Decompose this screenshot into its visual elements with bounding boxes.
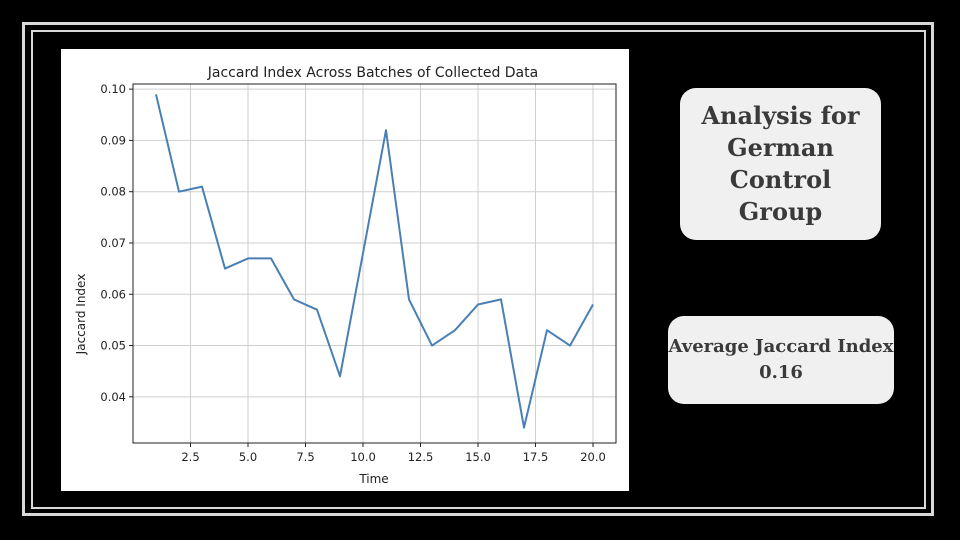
x-axis-label: Time — [358, 472, 388, 486]
average-card: Average Jaccard Index 0.16 — [668, 316, 894, 404]
title-card-text: Analysis for German Control Group — [701, 101, 860, 226]
line-chart: Jaccard Index Across Batches of Collecte… — [74, 65, 617, 486]
x-tick-label: 20.0 — [580, 450, 606, 464]
y-tick-label: 0.07 — [100, 236, 126, 250]
x-tick-label: 12.5 — [408, 450, 434, 464]
outer-frame-border — [22, 22, 934, 516]
y-axis-label: Jaccard Index — [74, 274, 88, 356]
x-tick-label: 10.0 — [350, 450, 376, 464]
grid-layer — [133, 84, 616, 443]
x-tick-label: 5.0 — [239, 450, 257, 464]
x-tick-label: 7.5 — [296, 450, 314, 464]
chart-title: Jaccard Index Across Batches of Collecte… — [207, 65, 538, 81]
x-tick-label: 2.5 — [181, 450, 199, 464]
y-tick-label: 0.05 — [100, 339, 126, 353]
inner-frame-border — [31, 30, 926, 509]
plot-area-border — [132, 83, 617, 444]
y-tick-label: 0.10 — [100, 82, 126, 96]
average-label: Average Jaccard Index — [668, 336, 894, 357]
series-line — [155, 94, 594, 429]
tick-layer: 2.5 5.0 7.5 10.0 12.5 15.0 17.5 20.0 0.04 0.05 0.0… — [100, 82, 605, 464]
y-tick-label: 0.09 — [100, 133, 126, 147]
x-tick-label: 15.0 — [465, 450, 491, 464]
average-value: 0.16 — [759, 362, 803, 383]
chart-panel: Jaccard Index Across Batches of Collecte… — [61, 49, 629, 491]
y-tick-label: 0.06 — [100, 287, 126, 301]
y-tick-label: 0.08 — [100, 185, 126, 199]
x-tick-label: 17.5 — [523, 450, 549, 464]
y-tick-label: 0.04 — [100, 390, 126, 404]
title-card: Analysis for German Control Group — [680, 88, 881, 240]
